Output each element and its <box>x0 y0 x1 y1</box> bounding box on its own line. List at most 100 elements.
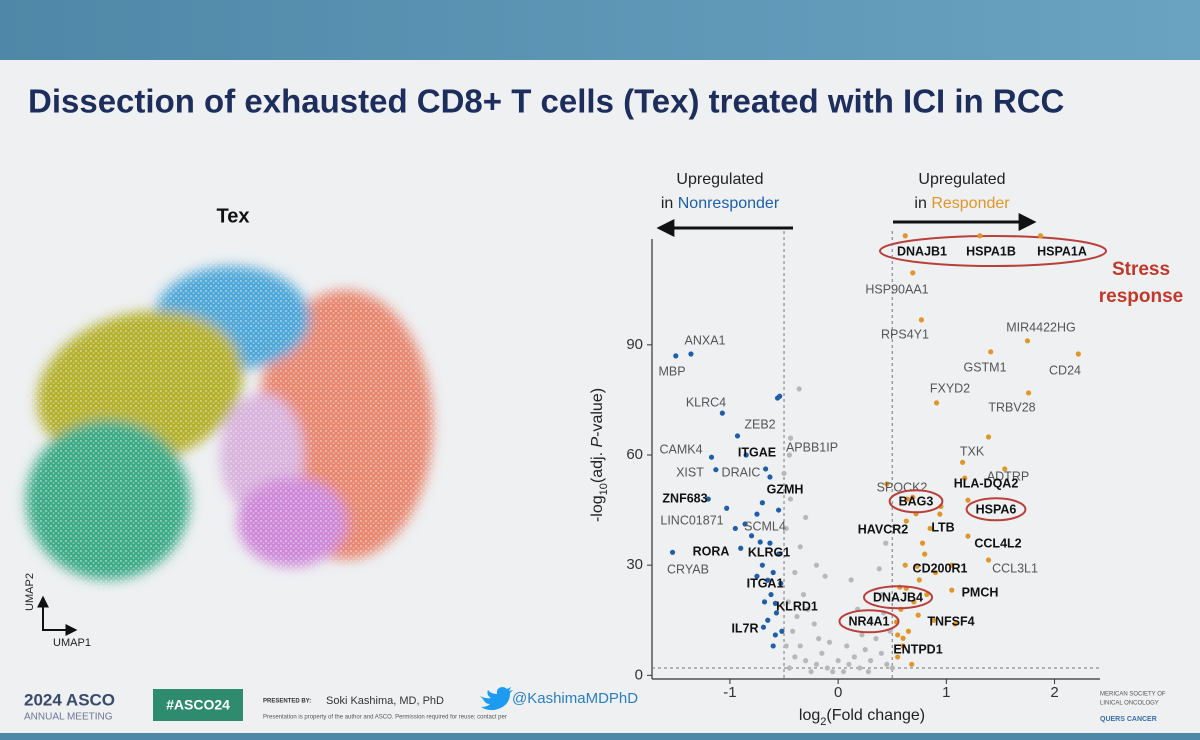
gene-label: CD200R1 <box>913 561 968 575</box>
point <box>867 658 874 664</box>
axis-label-part: (adj. <box>589 448 606 484</box>
point <box>781 470 787 476</box>
gene-label: SCML4 <box>744 519 786 533</box>
point <box>922 551 928 557</box>
volcano-notes: Upregulated in Nonresponder Upregulated … <box>656 171 1183 307</box>
point <box>900 643 906 649</box>
society: QUERS CANCER <box>1100 716 1157 723</box>
callout: response <box>1099 286 1183 307</box>
point <box>768 591 774 598</box>
point <box>800 591 807 598</box>
point <box>813 661 820 667</box>
point <box>786 665 793 671</box>
y-tick-label: 60 <box>626 446 643 463</box>
point <box>1025 390 1032 396</box>
society: LINICAL ONCOLOGY <box>1100 701 1159 707</box>
meeting-sub: ANNUAL MEETING <box>24 712 113 723</box>
axis-label-part: P <box>589 437 606 448</box>
society: MERICAN SOCIETY OF <box>1100 692 1166 698</box>
point <box>792 569 798 576</box>
gene-label: NR4A1 <box>849 614 890 628</box>
point <box>857 665 863 671</box>
point <box>927 525 933 532</box>
gene-label: FXYD2 <box>930 381 970 395</box>
point <box>933 400 940 406</box>
point <box>1075 351 1081 357</box>
point <box>851 654 857 660</box>
point <box>988 349 994 355</box>
point <box>911 599 917 605</box>
gene-label: LTB <box>931 520 954 534</box>
point <box>949 587 955 593</box>
speckle-overlay <box>20 250 440 600</box>
point <box>705 496 711 502</box>
gene-label: HSPA1B <box>966 244 1016 258</box>
gene-label: TRBV28 <box>988 400 1035 414</box>
point <box>765 617 771 623</box>
gene-label: TXK <box>960 444 985 458</box>
point <box>824 665 830 671</box>
point <box>783 643 789 649</box>
point <box>776 551 782 557</box>
gene-label: MBP <box>658 364 685 378</box>
gene-label: KLRD1 <box>776 599 818 613</box>
gene-label: BAG3 <box>899 494 934 508</box>
point <box>884 661 890 667</box>
gene-label: XIST <box>676 465 704 479</box>
bird-icon <box>480 687 513 711</box>
point <box>786 452 793 458</box>
axis-label-part: -value) <box>589 388 606 437</box>
point <box>985 557 992 563</box>
point <box>761 599 768 605</box>
labels: ANXA1 MBP KLRC4 ZEB2 CAMK4 ITGAE XIST DRAIC GZMH… <box>658 244 1086 656</box>
y-tick-label: 30 <box>626 556 643 573</box>
x-tick-label: 2 <box>1050 684 1058 701</box>
point <box>792 654 798 660</box>
right-note-line: in Responder <box>914 195 1010 212</box>
point <box>902 562 908 568</box>
gene-label: RORA <box>693 544 730 558</box>
point <box>767 474 773 480</box>
highlight-ring <box>838 609 900 634</box>
highlight-ring <box>888 489 944 514</box>
gene-label: CCL4L2 <box>974 536 1021 550</box>
point <box>985 434 992 440</box>
gene-label: ZNF683 <box>662 491 707 505</box>
y-tick-label: 0 <box>635 666 643 683</box>
point <box>748 533 755 539</box>
point <box>903 518 909 524</box>
gene-label: HSP90AA1 <box>865 282 928 296</box>
point <box>803 514 809 521</box>
point <box>754 573 760 579</box>
point <box>797 544 803 550</box>
point <box>910 494 916 500</box>
point <box>669 549 676 555</box>
gene-label: MIR4422HG <box>1006 320 1075 334</box>
gene-label: HSPA6 <box>976 502 1017 516</box>
meeting: 2024 ASCO <box>24 690 115 709</box>
gene-label: ANXA1 <box>685 333 726 347</box>
point <box>862 647 868 653</box>
y-tick-label: 90 <box>626 336 643 353</box>
gene-label: KLRG1 <box>748 545 790 559</box>
point <box>905 628 912 634</box>
axis-label-part: 10 <box>598 483 610 495</box>
point <box>732 525 738 532</box>
gene-label: ITGA1 <box>747 576 784 590</box>
point <box>808 669 814 675</box>
point <box>754 511 760 517</box>
point <box>742 521 748 527</box>
gene-label: DRAIC <box>722 465 761 479</box>
points <box>669 233 1081 675</box>
gene-label: IL7R <box>731 621 758 635</box>
hashtag-box <box>153 689 243 721</box>
point <box>759 562 765 568</box>
slide-title: Dissection of exhausted CD8+ T cells (Te… <box>28 83 1064 120</box>
point <box>965 533 971 539</box>
gene-label: LINC01871 <box>660 513 723 527</box>
gene-label: ZEB2 <box>744 417 775 431</box>
x-tick-label: 0 <box>834 684 842 701</box>
point <box>916 577 922 583</box>
